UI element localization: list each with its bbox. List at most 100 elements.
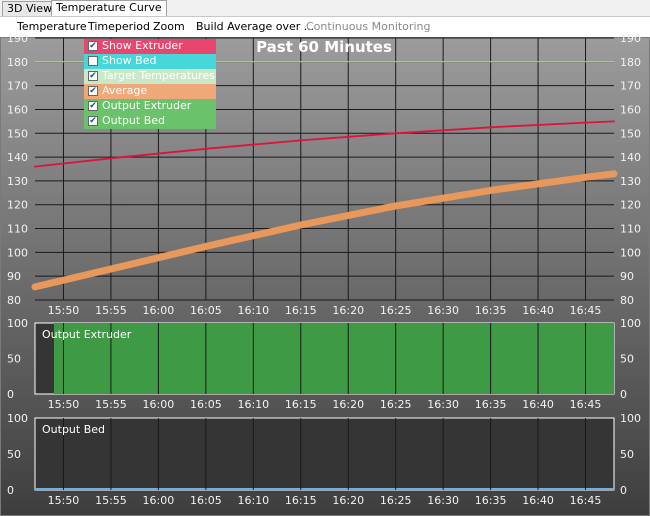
y-tick-label-left: 80 <box>7 294 21 307</box>
x-tick-label: 16:05 <box>190 398 222 411</box>
series-line <box>34 120 615 168</box>
y-tick-label-left: 110 <box>7 223 28 236</box>
x-tick-label: 16:35 <box>475 304 507 317</box>
panel-title: Output Extruder <box>42 328 132 341</box>
y-tick-label-left: 120 <box>7 199 28 212</box>
y-tick-label-right: 150 <box>620 127 641 140</box>
x-tick-label: 16:15 <box>285 304 317 317</box>
legend-target-temperatures[interactable]: ✔ Target Temperatures <box>84 69 216 84</box>
y-tick-label-right: 100 <box>620 317 641 330</box>
legend-show-bed[interactable]: Show Bed <box>84 54 216 69</box>
x-tick-label: 16:20 <box>332 398 364 411</box>
y-tick-label-right: 0 <box>620 484 627 497</box>
legend-average-temperatures[interactable]: ✔ Average Temperatures <box>84 84 216 111</box>
menu-continuous-monitoring: Continuous Monitoring <box>306 20 431 33</box>
y-tick-label-left: 100 <box>7 246 28 259</box>
y-tick-label-right: 100 <box>620 412 641 425</box>
y-tick-label-left: 0 <box>7 484 14 497</box>
legend-output-extruder[interactable]: ✔ Output Extruder <box>84 99 216 114</box>
y-tick-label-right: 90 <box>620 270 634 283</box>
y-tick-label-right: 110 <box>620 223 641 236</box>
y-tick-label-right: 180 <box>620 56 641 69</box>
x-tick-label: 16:10 <box>237 494 269 507</box>
x-tick-label: 16:10 <box>237 398 269 411</box>
checkbox-output-extruder[interactable]: ✔ <box>88 101 98 111</box>
x-tick-label: 16:40 <box>522 494 554 507</box>
menu-timeperiod[interactable]: Timeperiod <box>88 20 150 33</box>
menu-temperature[interactable]: Temperature <box>17 20 87 33</box>
y-tick-label-left: 180 <box>7 56 28 69</box>
x-tick-label: 16:00 <box>143 304 175 317</box>
y-tick-label-right: 80 <box>620 294 634 307</box>
y-tick-label-right: 120 <box>620 199 641 212</box>
x-tick-label: 16:45 <box>570 304 602 317</box>
y-tick-label-left: 150 <box>7 127 28 140</box>
checkbox-output-bed[interactable]: ✔ <box>88 116 98 126</box>
x-tick-label: 15:50 <box>48 304 80 317</box>
x-tick-label: 16:30 <box>427 494 459 507</box>
checkbox-average-temperatures[interactable]: ✔ <box>88 86 98 96</box>
x-tick-label: 16:00 <box>143 398 175 411</box>
x-tick-label: 16:20 <box>332 304 364 317</box>
y-tick-label-left: 140 <box>7 151 28 164</box>
y-tick-label-right: 190 <box>620 32 641 45</box>
menu-bar: Temperature Timeperiod Zoom Build Averag… <box>0 16 650 37</box>
y-tick-label-left: 50 <box>7 353 21 366</box>
x-tick-label: 16:30 <box>427 398 459 411</box>
y-tick-label-left: 100 <box>7 317 28 330</box>
y-tick-label-left: 130 <box>7 175 28 188</box>
chart-title: Past 60 Minutes <box>256 38 392 56</box>
x-tick-label: 16:45 <box>570 398 602 411</box>
tab-3d-view[interactable]: 3D View <box>2 1 58 16</box>
legend-label: Show Extruder <box>102 39 183 52</box>
legend-label: Output Bed <box>102 114 166 127</box>
tab-temperature-curve[interactable]: Temperature Curve <box>51 0 167 16</box>
x-tick-label: 16:25 <box>380 304 412 317</box>
y-tick-label-left: 0 <box>7 388 14 401</box>
legend-output-bed[interactable]: ✔ Output Bed <box>84 114 216 129</box>
y-tick-label-right: 100 <box>620 246 641 259</box>
y-tick-label-right: 160 <box>620 103 641 116</box>
menu-build-average[interactable]: Build Average over ... <box>196 20 315 33</box>
x-tick-label: 16:35 <box>475 398 507 411</box>
x-tick-label: 16:05 <box>190 494 222 507</box>
y-tick-label-left: 90 <box>7 270 21 283</box>
panel-title: Output Bed <box>42 423 105 436</box>
y-tick-label-right: 130 <box>620 175 641 188</box>
tab-strip: 3D View Temperature Curve <box>0 0 650 16</box>
checkbox-target-temperatures[interactable]: ✔ <box>88 71 98 81</box>
legend-show-extruder[interactable]: ✔ Show Extruder <box>84 39 216 54</box>
x-tick-label: 15:55 <box>95 494 127 507</box>
x-tick-label: 16:15 <box>285 494 317 507</box>
y-tick-label-left: 100 <box>7 412 28 425</box>
y-tick-label-left: 50 <box>7 448 21 461</box>
y-tick-label-right: 0 <box>620 388 627 401</box>
menu-zoom[interactable]: Zoom <box>153 20 185 33</box>
x-tick-label: 16:00 <box>143 494 175 507</box>
checkbox-show-bed[interactable] <box>88 56 98 66</box>
x-tick-label: 15:50 <box>48 398 80 411</box>
plot-frame <box>34 417 615 491</box>
y-tick-label-left: 170 <box>7 80 28 93</box>
x-tick-label: 16:10 <box>237 304 269 317</box>
x-tick-label: 16:45 <box>570 494 602 507</box>
x-tick-label: 16:15 <box>285 398 317 411</box>
x-tick-label: 16:40 <box>522 304 554 317</box>
x-tick-label: 15:55 <box>95 304 127 317</box>
legend-label: Show Bed <box>102 54 157 67</box>
x-tick-label: 16:20 <box>332 494 364 507</box>
y-tick-label-right: 50 <box>620 353 634 366</box>
checkbox-show-extruder[interactable]: ✔ <box>88 41 98 51</box>
x-tick-label: 16:30 <box>427 304 459 317</box>
x-tick-label: 16:25 <box>380 398 412 411</box>
legend-label: Target Temperatures <box>102 69 215 82</box>
y-tick-label-left: 160 <box>7 103 28 116</box>
x-tick-label: 16:35 <box>475 494 507 507</box>
y-tick-label-left: 190 <box>7 32 28 45</box>
legend-label: Output Extruder <box>102 99 192 112</box>
y-tick-label-right: 170 <box>620 80 641 93</box>
x-tick-label: 15:50 <box>48 494 80 507</box>
series-line <box>31 170 618 291</box>
chart-legend: ✔ Show Extruder Show Bed ✔ Target Temper… <box>84 39 216 129</box>
